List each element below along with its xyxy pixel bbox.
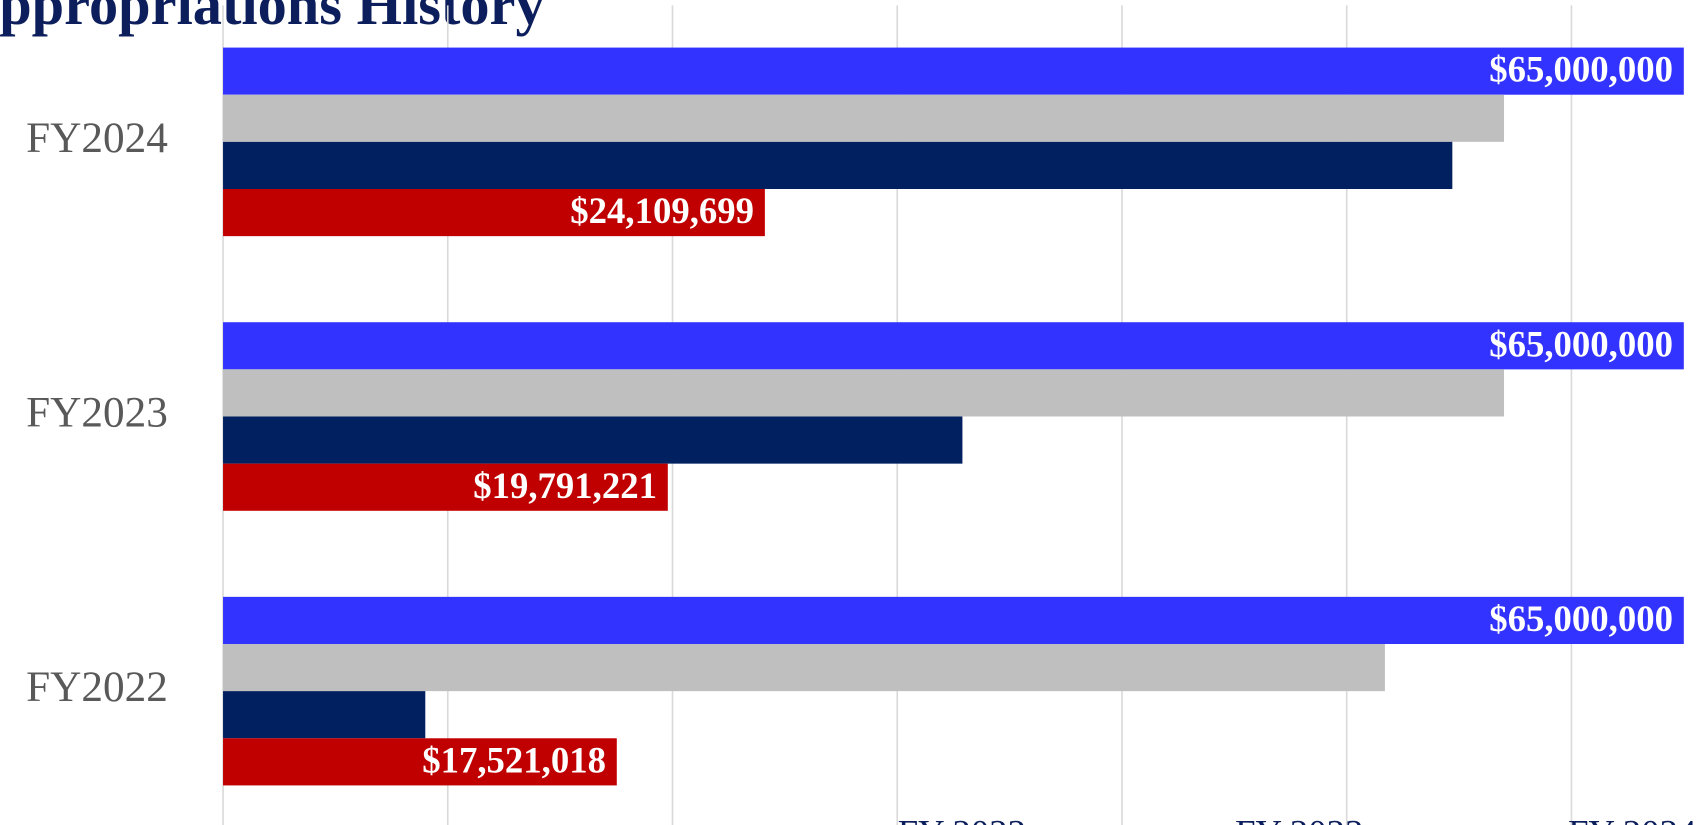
category-label: FY2023 — [26, 388, 168, 436]
value-label: $24,109,699 — [570, 190, 754, 231]
category-label: FY2024 — [26, 114, 168, 162]
bar — [223, 94, 1505, 142]
bar — [223, 369, 1505, 417]
bar — [223, 643, 1385, 692]
bar — [223, 738, 617, 786]
bar — [223, 189, 765, 237]
bar — [223, 416, 963, 464]
bar — [223, 322, 1684, 370]
bar — [223, 463, 668, 511]
value-label: $65,000,000 — [1489, 598, 1673, 639]
value-label: $17,521,018 — [422, 739, 606, 780]
value-label: $65,000,000 — [1489, 323, 1673, 364]
bar — [223, 691, 426, 739]
bar — [223, 596, 1684, 644]
bottom-label: FY 2022 — [898, 813, 1026, 825]
bar — [223, 47, 1684, 95]
bar — [223, 141, 1453, 190]
bottom-label: FY 2023 — [1235, 813, 1363, 825]
bottom-label: FY 2024 — [1568, 813, 1696, 825]
category-label: FY2022 — [26, 663, 168, 711]
chart-title: Appropriations History — [0, 0, 545, 37]
value-label: $65,000,000 — [1489, 49, 1673, 90]
value-label: $19,791,221 — [473, 465, 657, 506]
